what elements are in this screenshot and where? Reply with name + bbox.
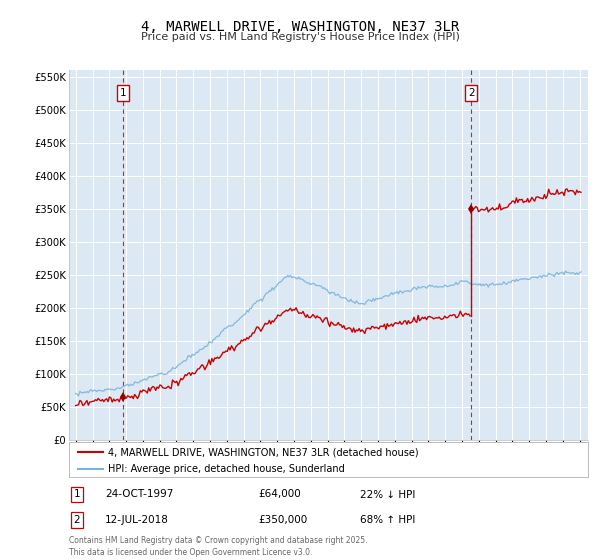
Text: Price paid vs. HM Land Registry's House Price Index (HPI): Price paid vs. HM Land Registry's House … xyxy=(140,32,460,43)
Text: 22% ↓ HPI: 22% ↓ HPI xyxy=(360,489,415,500)
Text: £350,000: £350,000 xyxy=(258,515,307,525)
Text: £64,000: £64,000 xyxy=(258,489,301,500)
Text: 2: 2 xyxy=(73,515,80,525)
Text: 4, MARWELL DRIVE, WASHINGTON, NE37 3LR (detached house): 4, MARWELL DRIVE, WASHINGTON, NE37 3LR (… xyxy=(108,447,419,457)
Text: 4, MARWELL DRIVE, WASHINGTON, NE37 3LR: 4, MARWELL DRIVE, WASHINGTON, NE37 3LR xyxy=(141,20,459,34)
Text: Contains HM Land Registry data © Crown copyright and database right 2025.
This d: Contains HM Land Registry data © Crown c… xyxy=(69,536,367,557)
Text: 68% ↑ HPI: 68% ↑ HPI xyxy=(360,515,415,525)
Text: 1: 1 xyxy=(120,88,127,98)
Text: 12-JUL-2018: 12-JUL-2018 xyxy=(105,515,169,525)
Text: HPI: Average price, detached house, Sunderland: HPI: Average price, detached house, Sund… xyxy=(108,464,344,474)
Text: 24-OCT-1997: 24-OCT-1997 xyxy=(105,489,173,500)
Text: 2: 2 xyxy=(468,88,475,98)
Text: 1: 1 xyxy=(73,489,80,500)
